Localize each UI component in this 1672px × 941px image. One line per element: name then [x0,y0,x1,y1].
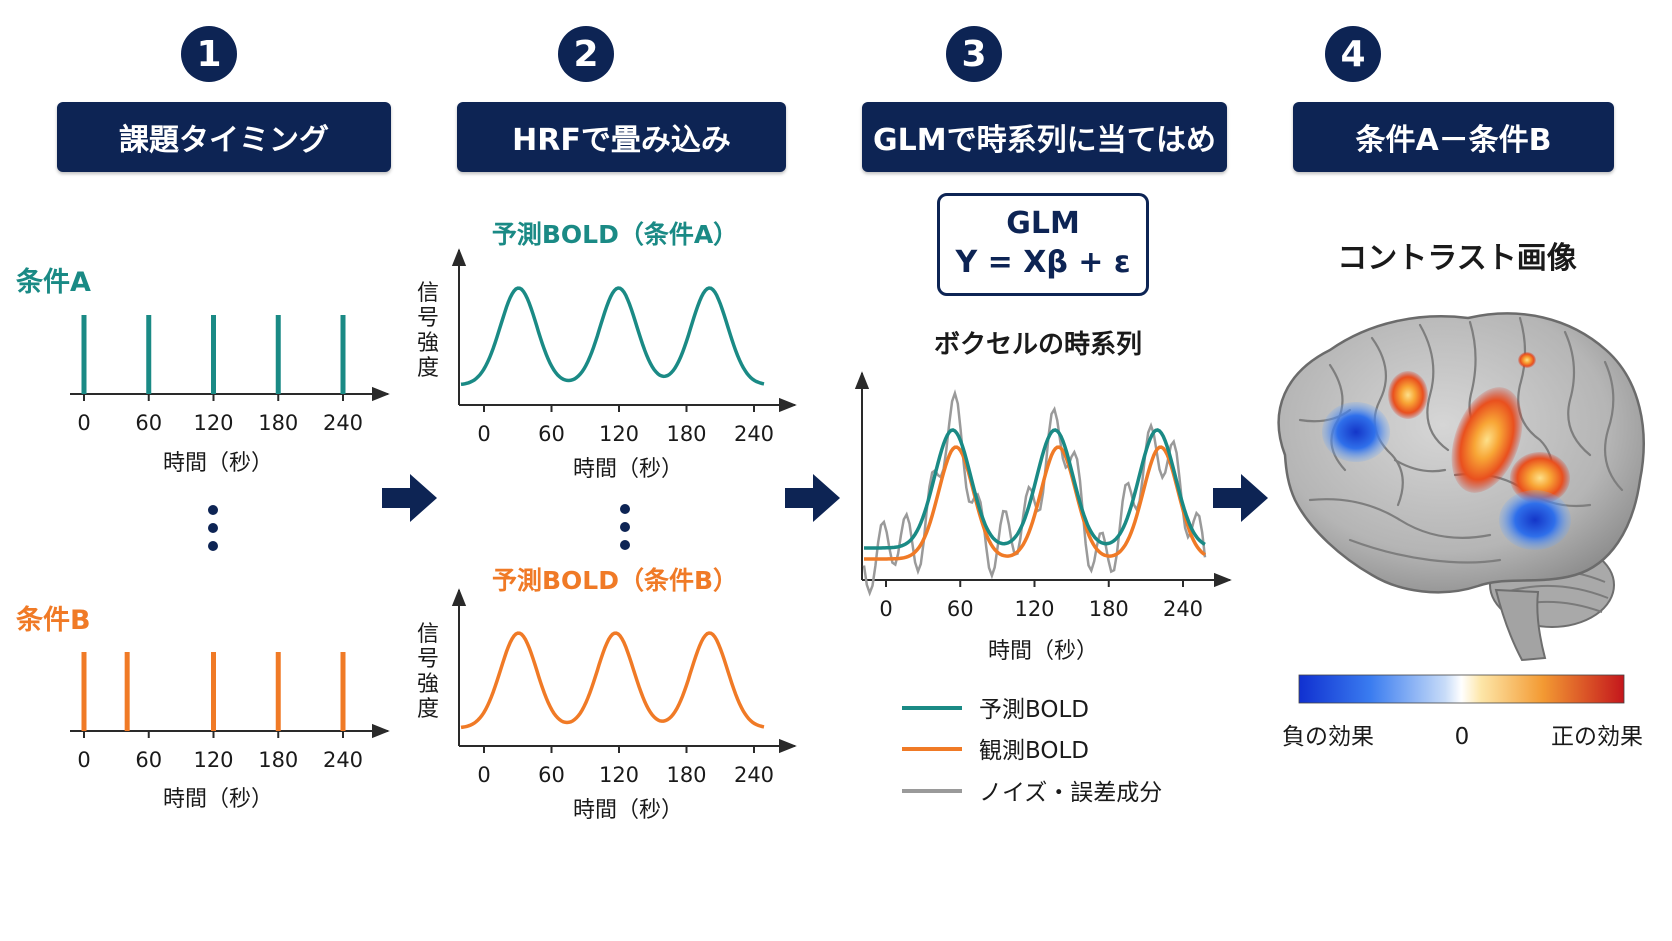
colorbar-positive-label: 正の効果 [1551,724,1643,750]
negative-activation-2 [1499,490,1571,550]
positive-activation-1 [1451,387,1523,493]
x-tick-label: 240 [323,411,363,435]
legend: 予測BOLD 観測BOLD ノイズ・誤差成分 [902,697,1162,806]
negative-activation-1 [1322,402,1390,462]
x-tick-label: 240 [734,422,774,446]
legend-label-observed: 観測BOLD [979,738,1089,764]
predicted-bold-a-curve [460,286,765,387]
x-tick-label: 120 [599,763,639,787]
step-4-title: 条件A－条件B [1293,102,1614,172]
noise-error-curve [862,389,1207,597]
condition-b-label: 条件B [16,605,91,636]
y-label-char: 号 [417,647,439,672]
x-tick-label: 60 [135,411,162,435]
step-4-number: 4 [1325,26,1381,82]
step-1-number: 1 [181,26,237,82]
y-label-char: 信 [417,622,439,647]
x-tick-label: 180 [1089,597,1129,621]
panel2-b-x-ticks: 0 60 120 180 240 [477,746,774,787]
flow-arrow-2 [785,474,840,522]
condition-b-stimuli [81,652,346,731]
y-label-char: 度 [417,697,439,722]
legend-label-noise: ノイズ・誤差成分 [979,780,1162,806]
x-tick-label: 0 [477,763,490,787]
positive-activation-4 [1518,352,1536,368]
positive-activation-2 [1510,452,1570,504]
flow-arrow-3 [1213,474,1268,522]
ellipsis-dots-2 [620,504,630,550]
x-tick-label: 240 [1163,597,1203,621]
colorbar-negative-label: 負の効果 [1282,724,1374,750]
predicted-bold-a-title: 予測BOLD（条件A） [492,220,738,249]
x-tick-label: 180 [666,763,706,787]
brain-illustration [1277,312,1645,662]
glm-formula-box: GLM Y = Xβ + ε [937,193,1149,296]
x-tick-label: 120 [1014,597,1054,621]
x-tick-label: 60 [947,597,974,621]
x-tick-label: 0 [477,422,490,446]
x-tick-label: 180 [666,422,706,446]
x-tick-label: 60 [538,422,565,446]
panel1-a-x-ticks: 0 60 120 180 240 [77,394,363,435]
panel1-b-x-ticks: 0 60 120 180 240 [77,731,363,772]
predicted-bold-curve [864,428,1206,550]
x-tick-label: 120 [193,748,233,772]
x-tick-label: 60 [538,763,565,787]
glm-equation: Y = Xβ + ε [955,245,1131,280]
x-tick-label: 0 [77,411,90,435]
y-label-char: 号 [417,306,439,331]
panel3-x-label: 時間（秒） [988,639,1098,664]
x-tick-label: 180 [258,411,298,435]
y-label-char: 信 [417,281,439,306]
panel1-b-x-label: 時間（秒） [163,787,273,812]
condition-a-label: 条件A [16,267,91,298]
x-tick-label: 240 [734,763,774,787]
x-tick-label: 60 [135,748,162,772]
x-tick-label: 0 [77,748,90,772]
legend-label-predicted: 予測BOLD [979,697,1089,723]
positive-activation-3 [1388,371,1428,419]
y-label-char: 強 [417,331,439,356]
y-label-char: 強 [417,672,439,697]
x-tick-label: 180 [258,748,298,772]
step-3-title: GLMで時系列に当てはめ [862,102,1227,172]
colorbar [1298,674,1625,704]
condition-a-stimuli [81,315,346,394]
y-label-char: 度 [417,356,439,381]
step-2-number: 2 [558,26,614,82]
predicted-bold-b-curve [460,631,765,730]
voxel-timeseries-title: ボクセルの時系列 [934,330,1142,360]
step-1-title: 課題タイミング [57,102,391,172]
x-tick-label: 120 [599,422,639,446]
flow-arrow-1 [382,474,437,522]
x-tick-label: 120 [193,411,233,435]
colorbar-zero-label: 0 [1455,724,1470,750]
panel3-x-ticks: 0 60 120 180 240 [879,580,1203,621]
glm-label: GLM [1006,206,1080,241]
x-tick-label: 240 [323,748,363,772]
ellipsis-dots-1 [208,505,218,551]
panel2-b-x-label: 時間（秒） [573,798,683,823]
step-2-title: HRFで畳み込み [457,102,786,172]
contrast-image-title: コントラスト画像 [1337,241,1576,276]
x-tick-label: 0 [879,597,892,621]
predicted-bold-b-title: 予測BOLD（条件B） [492,566,738,595]
panel1-a-x-label: 時間（秒） [163,451,273,476]
panel2-a-x-ticks: 0 60 120 180 240 [477,405,774,446]
observed-bold-curve [864,445,1206,561]
step-3-number: 3 [946,26,1002,82]
panel2-a-x-label: 時間（秒） [573,457,683,482]
